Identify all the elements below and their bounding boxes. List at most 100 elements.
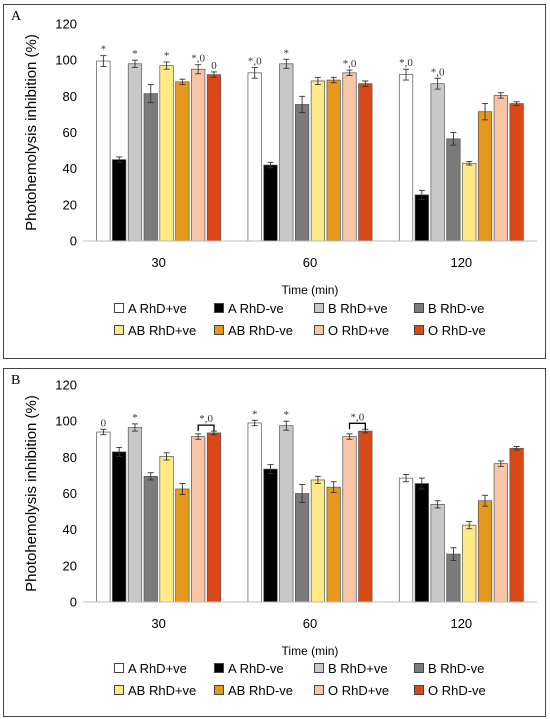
legend-row: AB RhD+ve AB RhD-ve O RhD+ve O RhD-ve [114, 679, 514, 701]
y-tick-label: 0 [70, 595, 77, 610]
legend-label: A RhD+ve [128, 300, 187, 316]
legend-item: A RhD+ve [114, 657, 214, 679]
bar [263, 468, 278, 603]
legend-b: A RhD+ve A RhD-ve B RhD+ve B RhD-ve AB RhD+v… [114, 657, 514, 701]
legend-item: B RhD+ve [314, 657, 414, 679]
legend-label: AB RhD+ve [128, 682, 197, 698]
bar [96, 60, 111, 242]
significance-label: 0 [211, 60, 217, 72]
legend-label: O RhD-ve [428, 322, 486, 338]
bar [96, 431, 111, 603]
bar [462, 162, 477, 242]
significance-label: * [132, 48, 138, 60]
y-tick-label: 0 [70, 234, 77, 249]
bar [477, 111, 493, 242]
y-tick-label: 100 [55, 414, 77, 429]
y-tick-label: 80 [63, 450, 77, 465]
x-axis-label: Time (min) [282, 644, 339, 658]
significance-bracket [348, 422, 366, 430]
significance-label: * [164, 50, 170, 62]
legend-swatch [414, 663, 424, 673]
bar [175, 81, 190, 242]
legend-item: B RhD-ve [414, 297, 514, 319]
bar [398, 477, 414, 603]
bar [191, 68, 206, 242]
x-tick-label: 120 [450, 255, 472, 270]
bar [326, 79, 341, 242]
legend-item: AB RhD+ve [114, 679, 214, 701]
legend-item: A RhD+ve [114, 297, 214, 319]
bar [342, 436, 357, 603]
legend-swatch [414, 325, 424, 335]
significance-label: * [101, 44, 107, 56]
significance-bracket [197, 424, 215, 432]
legend-swatch [214, 303, 224, 313]
bar [279, 63, 294, 242]
legend-item: O RhD-ve [414, 679, 514, 701]
y-tick-label: 120 [55, 17, 77, 32]
legend-label: B RhD-ve [428, 660, 485, 676]
y-tick-label: 80 [63, 89, 77, 104]
legend-row: A RhD+ve A RhD-ve B RhD+ve B RhD-ve [114, 297, 514, 319]
legend-label: A RhD-ve [228, 660, 284, 676]
bar [462, 524, 477, 603]
legend-swatch [314, 663, 324, 673]
y-tick-label: 60 [63, 486, 77, 501]
significance-label: * [284, 47, 290, 59]
legend-item: O RhD+ve [314, 319, 414, 341]
legend-a: A RhD+ve A RhD-ve B RhD+ve B RhD-ve AB RhD+v… [114, 297, 514, 341]
y-tick-label: 20 [63, 558, 77, 573]
bar [446, 138, 461, 242]
bar [446, 553, 461, 603]
legend-row: A RhD+ve A RhD-ve B RhD+ve B RhD-ve [114, 657, 514, 679]
chart-b: 0 20 40 60 80 100 120 Photohemolysis inhibition… [23, 378, 537, 658]
bar [310, 80, 325, 242]
bar [493, 463, 508, 603]
legend-label: O RhD-ve [428, 682, 486, 698]
bar [342, 72, 357, 242]
bar [414, 483, 429, 603]
legend-item: A RhD-ve [214, 297, 314, 319]
bar [295, 104, 310, 242]
y-axis-label: Photohemolysis inhibition (%) [23, 395, 40, 592]
legend-label: O RhD+ve [328, 682, 390, 698]
bar [398, 74, 414, 242]
legend-label: B RhD+ve [328, 660, 388, 676]
bar [143, 93, 158, 242]
bracket-label: *,0 [351, 411, 365, 423]
y-tick-label: 60 [63, 125, 77, 140]
bar [127, 427, 143, 603]
legend-swatch [214, 663, 224, 673]
legend-swatch [214, 685, 224, 695]
legend-swatch [314, 325, 324, 335]
significance-label: * [132, 412, 138, 424]
bar [295, 493, 310, 603]
bar [127, 63, 143, 242]
bar [206, 74, 222, 242]
legend-item: AB RhD-ve [214, 319, 314, 341]
legend-swatch [314, 685, 324, 695]
x-tick-label: 60 [303, 255, 317, 270]
legend-label: AB RhD-ve [228, 682, 294, 698]
bar [143, 475, 158, 603]
y-axis-label: Photohemolysis inhibition (%) [23, 34, 40, 231]
legend-label: B RhD+ve [328, 300, 388, 316]
bar [509, 103, 524, 242]
x-tick-label: 60 [303, 616, 317, 631]
legend-item: A RhD-ve [214, 657, 314, 679]
bar [159, 456, 174, 603]
significance-label: *,0 [248, 55, 262, 67]
bar [191, 436, 206, 603]
significance-label: * [252, 408, 258, 420]
bar [263, 164, 278, 242]
bar [159, 65, 174, 242]
legend-swatch [114, 663, 124, 673]
bar [493, 95, 508, 242]
legend-label: O RhD+ve [328, 322, 390, 338]
legend-swatch [114, 303, 124, 313]
legend-swatch [114, 325, 124, 335]
x-tick-label: 30 [151, 616, 165, 631]
bar [247, 422, 262, 603]
bar [430, 504, 445, 603]
chart-a: 0 20 40 60 80 100 120 Photohemolysis inhibition… [23, 17, 537, 297]
